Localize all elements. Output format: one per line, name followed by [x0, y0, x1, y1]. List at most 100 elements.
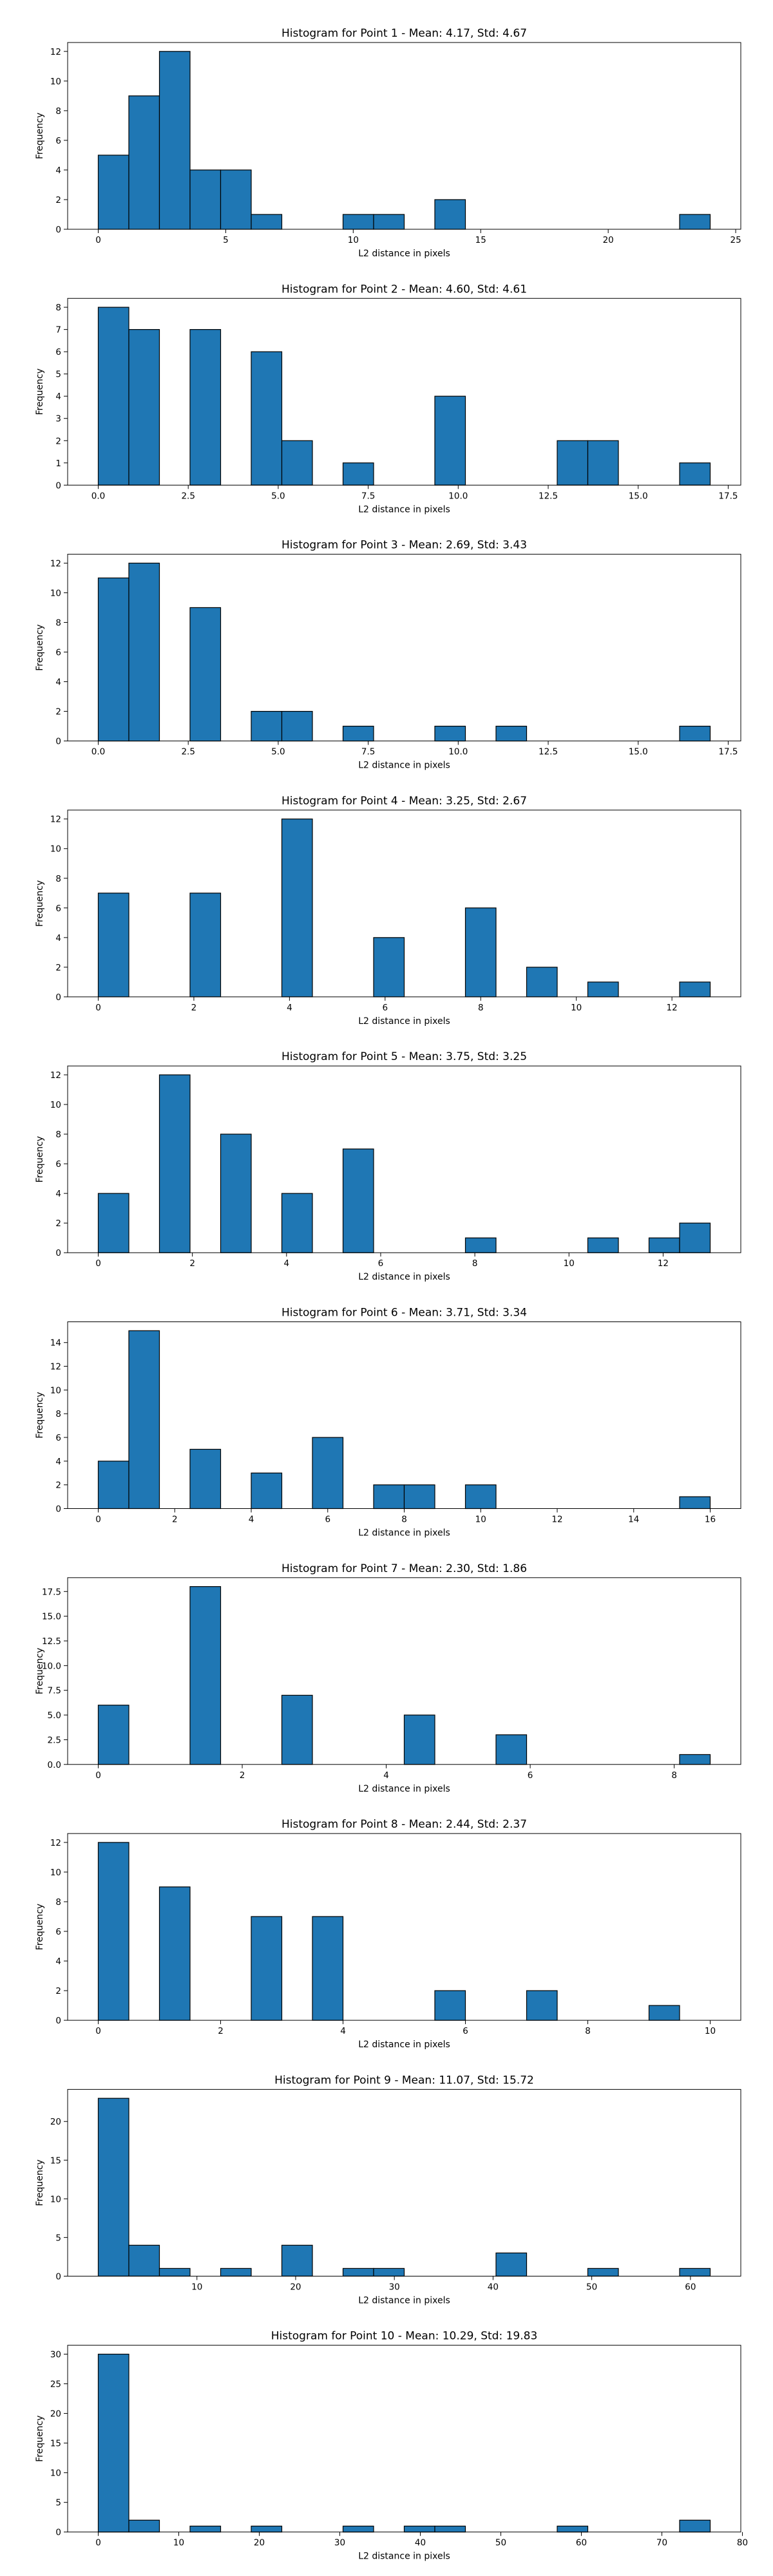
y-tick-label: 4 [55, 1457, 61, 1467]
plot-frame [67, 2345, 741, 2533]
histogram-bar [495, 725, 528, 742]
plot-frame [67, 2088, 741, 2277]
chart-panel: Histogram for Point 6 - Mean: 3.71, Std:… [35, 1307, 741, 1539]
y-tick-label: 15.0 [42, 1612, 61, 1622]
y-tick-label: 2.5 [48, 1735, 61, 1745]
y-tick-label: 12 [50, 558, 61, 569]
histogram-bar [220, 169, 252, 230]
y-tick-label: 12 [50, 1362, 61, 1372]
histogram-bar [342, 2268, 374, 2277]
y-tick-label: 1 [55, 459, 61, 469]
y-tick-label: 0 [55, 2016, 61, 2026]
x-tick-label: 4 [340, 2026, 346, 2036]
chart-panel: Histogram for Point 3 - Mean: 2.69, Std:… [35, 539, 741, 771]
y-tick-label: 6 [55, 347, 61, 357]
histogram-bar [679, 2519, 711, 2533]
histogram-bar [220, 1133, 252, 1253]
x-tick-label: 12 [551, 1515, 562, 1525]
y-tick-label: 4 [55, 933, 61, 943]
x-axis-label: L2 distance in pixels [358, 2040, 450, 2050]
x-tick-label: 40 [488, 2282, 499, 2292]
histogram-bar [434, 395, 466, 486]
histogram-bar [434, 725, 466, 742]
x-tick-label: 14 [628, 1515, 639, 1525]
y-tick-label: 6 [55, 1927, 61, 1937]
x-tick-label: 17.5 [718, 491, 738, 501]
y-tick-label: 14 [50, 1338, 61, 1349]
plot-frame [67, 42, 741, 230]
x-tick-label: 8 [478, 1003, 484, 1013]
histogram-bar [158, 51, 191, 230]
chart-title: Histogram for Point 3 - Mean: 2.69, Std:… [282, 539, 527, 552]
histogram-bar [189, 607, 222, 742]
y-tick-label: 25 [50, 2380, 61, 2390]
x-axis-label: L2 distance in pixels [358, 1528, 450, 1539]
histogram-bar [464, 907, 497, 998]
histogram-bar [189, 169, 222, 230]
plot-frame [67, 1833, 741, 2021]
chart-panel: Histogram for Point 1 - Mean: 4.17, Std:… [35, 27, 741, 259]
x-tick-label: 50 [495, 2538, 506, 2548]
y-axis-label: Frequency [35, 2159, 45, 2206]
y-tick-label: 20 [50, 2409, 61, 2420]
y-tick-label: 20 [50, 2117, 61, 2127]
y-tick-label: 8 [55, 1130, 61, 1140]
y-tick-label: 3 [55, 414, 61, 424]
chart-title: Histogram for Point 8 - Mean: 2.44, Std:… [282, 1818, 527, 1831]
histogram-bar [97, 155, 129, 230]
x-tick-label: 5.0 [271, 491, 285, 501]
y-tick-label: 5 [55, 2498, 61, 2508]
y-tick-label: 0 [55, 2528, 61, 2538]
histogram-bar [97, 2098, 129, 2277]
plot-frame [67, 1065, 741, 1253]
chart-panel: Histogram for Point 5 - Mean: 3.75, Std:… [35, 1050, 741, 1282]
x-tick-label: 60 [576, 2538, 587, 2548]
x-tick-label: 40 [415, 2538, 426, 2548]
x-tick-label: 6 [325, 1515, 330, 1525]
y-tick-label: 6 [55, 904, 61, 914]
y-tick-label: 2 [55, 436, 61, 446]
y-tick-label: 4 [55, 166, 61, 176]
chart-title: Histogram for Point 1 - Mean: 4.17, Std:… [282, 27, 527, 40]
y-tick-label: 2 [55, 1481, 61, 1491]
histogram-bar [679, 462, 711, 486]
y-tick-label: 0 [55, 225, 61, 235]
x-tick-label: 10 [571, 1003, 582, 1013]
x-tick-label: 6 [378, 1258, 384, 1269]
x-axis-label: L2 distance in pixels [358, 1016, 450, 1027]
y-tick-label: 10 [50, 2468, 61, 2479]
histogram-bar [587, 981, 619, 998]
histogram-bar [97, 1193, 129, 1253]
histogram-bar [281, 1694, 313, 1765]
y-tick-label: 4 [55, 1189, 61, 1199]
y-tick-label: 15 [50, 2155, 61, 2166]
chart-panel: Histogram for Point 8 - Mean: 2.44, Std:… [35, 1818, 741, 2050]
histogram-bar [128, 562, 160, 742]
y-tick-label: 12 [50, 47, 61, 57]
histogram-bar [97, 893, 129, 998]
histogram-bar [679, 1754, 711, 1765]
x-tick-label: 0 [95, 1770, 101, 1781]
histogram-bar [679, 1496, 711, 1510]
x-tick-label: 10 [475, 1515, 486, 1525]
x-tick-label: 2.5 [181, 747, 195, 757]
y-tick-label: 17.5 [42, 1587, 61, 1597]
y-tick-label: 2 [55, 963, 61, 973]
histogram-bar [557, 2525, 589, 2533]
x-tick-label: 7.5 [361, 747, 375, 757]
x-tick-label: 17.5 [718, 747, 738, 757]
y-tick-label: 10 [50, 2194, 61, 2204]
histogram-bar [679, 214, 711, 230]
y-tick-label: 0 [55, 992, 61, 1003]
y-axis-label: Frequency [35, 1904, 45, 1950]
y-tick-label: 8 [55, 874, 61, 884]
histogram-bar [403, 2525, 435, 2533]
histogram-bar [587, 1237, 619, 1253]
x-tick-label: 10.0 [448, 491, 468, 501]
y-tick-label: 4 [55, 677, 61, 688]
histogram-bar [251, 2525, 283, 2533]
histogram-bar [434, 1990, 466, 2021]
plot-frame [67, 810, 741, 998]
x-tick-label: 5.0 [271, 747, 285, 757]
